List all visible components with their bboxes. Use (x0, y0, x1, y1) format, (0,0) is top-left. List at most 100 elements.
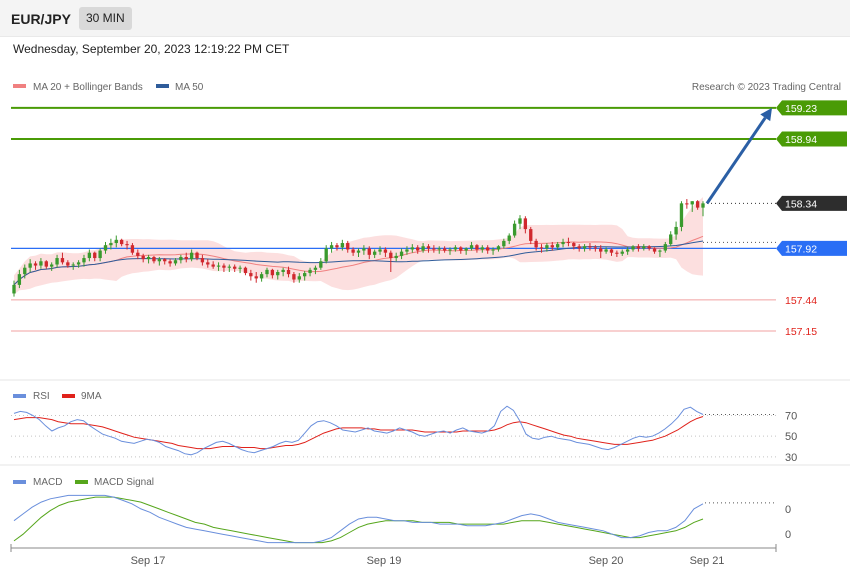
candle-body (486, 247, 490, 251)
macd-panel: 00 (13, 494, 791, 544)
candle-body (292, 274, 296, 280)
candle-body (276, 272, 280, 276)
candle-body (539, 247, 544, 249)
candle-body (33, 263, 38, 266)
bollinger-band-fill (14, 197, 703, 295)
candle-body (502, 240, 506, 247)
candle-body (227, 266, 231, 268)
candle-body (389, 252, 393, 259)
candle-body (340, 243, 345, 248)
candle-body (303, 273, 307, 277)
candle-body (103, 245, 108, 251)
candle-body (222, 265, 226, 268)
candle-body (44, 261, 48, 267)
candle-body (163, 259, 167, 262)
timeframe-button[interactable]: 30 MIN (79, 7, 132, 30)
rsi-ma-line (13, 416, 704, 450)
candle-body (243, 267, 248, 274)
level-tag (776, 240, 847, 256)
candle-body (523, 218, 528, 230)
candle-body (362, 248, 366, 251)
candle-body (87, 252, 92, 259)
ma50-legend-label: MA 50 (175, 82, 204, 93)
candle-body (550, 245, 554, 248)
forecast-arrow (705, 107, 772, 205)
candle-body (233, 266, 237, 269)
candle-body (82, 258, 86, 263)
macd-legend-label: MACD (33, 477, 62, 488)
candle-body (469, 245, 474, 249)
arrow-head (760, 107, 772, 122)
candle-body (346, 243, 350, 250)
candle-body (265, 269, 269, 275)
x-tick-label: Sep 20 (589, 555, 624, 567)
ma50-legend-swatch (156, 84, 169, 88)
candle-body (442, 248, 447, 251)
candle-body (518, 218, 522, 224)
x-tick-label: Sep 21 (690, 555, 725, 567)
candle-body (157, 259, 162, 262)
candle-body (658, 250, 662, 252)
candle-body (647, 246, 651, 249)
candle-body (695, 201, 700, 208)
macd-tick-label: 0 (785, 504, 791, 516)
rsi-line (13, 405, 704, 456)
candle-body (189, 252, 194, 260)
datetime-label: Wednesday, September 20, 2023 12:19:22 P… (13, 42, 290, 56)
candle-body (98, 250, 102, 259)
candle-body (383, 249, 388, 253)
top-bar: EUR/JPY 30 MIN (0, 0, 850, 37)
moving-averages (13, 235, 704, 286)
candle-body (71, 264, 75, 266)
ma50-line (13, 240, 704, 286)
candle-body (76, 262, 81, 265)
candle-body (701, 203, 705, 208)
candle-body (168, 261, 172, 264)
candle-body (593, 247, 598, 249)
candle-body (674, 226, 678, 235)
candle-body (12, 284, 16, 294)
candle-body (23, 267, 27, 275)
candle-body (119, 239, 124, 245)
candle-body (663, 244, 667, 251)
candle-body (453, 247, 458, 250)
candle-body (588, 246, 592, 248)
candle-body (109, 243, 113, 246)
candle-body (114, 239, 118, 244)
candle-body (410, 247, 414, 250)
signal-legend-swatch (75, 480, 88, 484)
candle-body (421, 246, 425, 251)
candle-body (394, 255, 398, 259)
level-label: 157.44 (785, 295, 817, 307)
credit-label: Research © 2023 Trading Central (692, 82, 841, 93)
candle-body (329, 245, 334, 249)
candle-body (582, 246, 587, 249)
candle-body (620, 251, 624, 254)
candle-body (50, 264, 54, 267)
candle-body (270, 269, 275, 276)
candle-body (652, 248, 657, 252)
candle-body (184, 256, 188, 260)
level-label: 157.15 (785, 326, 817, 338)
candle-body (351, 249, 355, 253)
level-tag (776, 131, 847, 147)
candle-body (416, 247, 420, 251)
macd-signal-line (13, 496, 704, 544)
candle-body (141, 255, 145, 260)
candle-body (28, 263, 32, 268)
ma20-legend-swatch (13, 84, 26, 88)
candle-body (625, 249, 630, 252)
candle-body (249, 273, 253, 277)
candle-body (136, 252, 140, 256)
candle-body (297, 276, 301, 280)
level-tag (776, 100, 847, 116)
candle-body (636, 246, 641, 249)
candle-body (335, 245, 339, 248)
candle-body (448, 249, 452, 251)
candle-body (216, 265, 221, 267)
candle-body (599, 248, 603, 252)
candle-body (281, 269, 285, 272)
rsi-legend-label: RSI (33, 391, 50, 402)
candle-body (512, 223, 517, 236)
